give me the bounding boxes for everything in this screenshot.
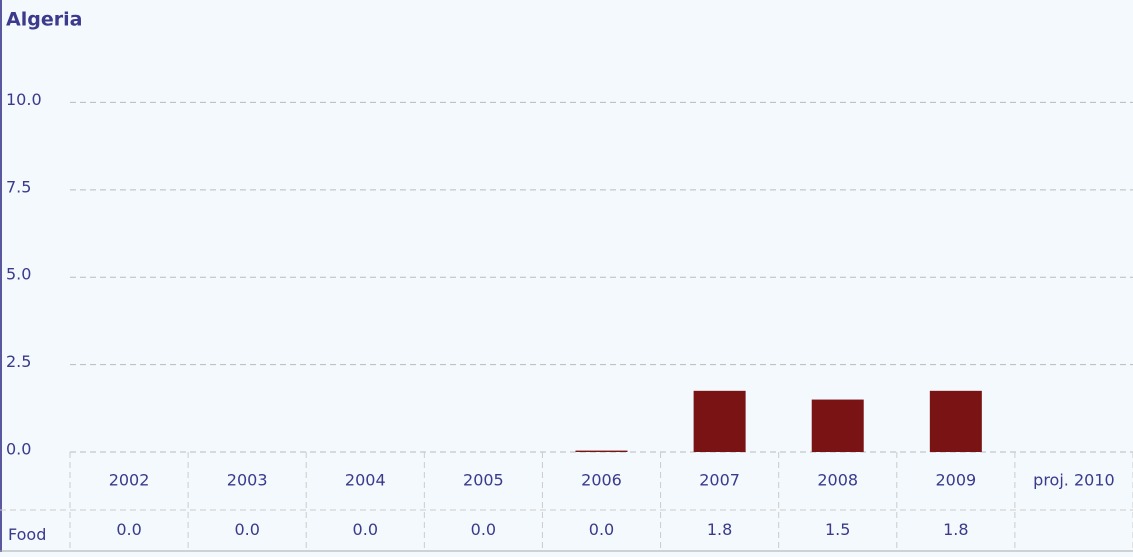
data-label: 0.0 (116, 520, 141, 539)
bar (693, 390, 746, 452)
chart-title: Algeria (6, 9, 82, 31)
x-tick-label: 2006 (581, 471, 622, 490)
data-label: 0.0 (234, 520, 259, 539)
x-tick-label: 2004 (345, 471, 386, 490)
data-label: 1.8 (943, 520, 968, 539)
y-tick-label: 7.5 (6, 177, 31, 196)
x-tick-label: proj. 2010 (1033, 471, 1115, 490)
data-label: 0.0 (353, 520, 378, 539)
y-tick-label: 10.0 (6, 90, 42, 109)
x-tick-label: 2009 (935, 471, 976, 490)
data-label: 0.0 (471, 520, 496, 539)
y-tick-label: 5.0 (6, 265, 31, 284)
x-tick-label: 2002 (109, 471, 150, 490)
y-tick-label: 0.0 (6, 440, 31, 459)
data-label: 1.8 (707, 520, 732, 539)
x-tick-label: 2007 (699, 471, 740, 490)
x-tick-label: 2003 (227, 471, 268, 490)
x-tick-label: 2005 (463, 471, 504, 490)
bar (811, 399, 864, 452)
x-tick-label: 2008 (817, 471, 858, 490)
data-label: 0.0 (589, 520, 614, 539)
y-tick-label: 2.5 (6, 352, 31, 371)
row-label: Food (8, 525, 46, 544)
data-label: 1.5 (825, 520, 850, 539)
bar (929, 390, 982, 452)
bar (575, 450, 628, 452)
